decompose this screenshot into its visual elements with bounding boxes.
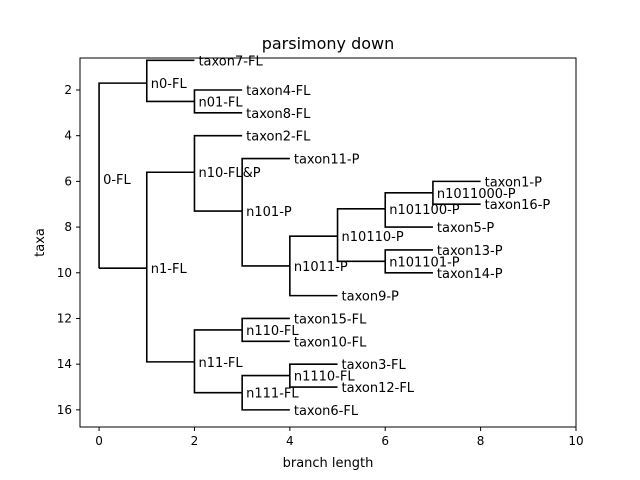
node-label-18: taxon1-P <box>485 175 543 190</box>
node-label-25: taxon15-FL <box>294 312 367 327</box>
tree-branch-27 <box>241 392 290 411</box>
x-tick-label-2: 4 <box>286 434 294 448</box>
node-label-10: n101-P <box>246 205 292 220</box>
tree-branch-16 <box>384 192 433 209</box>
tree-branch-28 <box>289 363 338 376</box>
tree-branch-5 <box>193 101 243 114</box>
tree-branch-9 <box>193 172 243 212</box>
tree-branch-8 <box>193 134 243 173</box>
tree-branch-14 <box>336 207 386 237</box>
node-label-5: taxon4-FL <box>246 84 311 99</box>
node-label-19: taxon16-P <box>485 198 551 213</box>
tree-branch-24 <box>241 317 290 330</box>
node-label-20: taxon5-P <box>437 221 495 236</box>
node-label-30: taxon12-FL <box>342 381 415 396</box>
node-label-3: taxon7-FL <box>198 54 263 69</box>
tree-branch-11 <box>241 211 290 267</box>
y-tick-label-0: 2 <box>64 83 72 97</box>
node-label-22: taxon14-P <box>437 267 503 282</box>
node-label-21: taxon13-P <box>437 244 503 259</box>
y-axis-label: taxa <box>33 228 48 257</box>
node-label-16: n101101-P <box>389 255 460 270</box>
node-label-7: n10-FL&P <box>198 166 260 181</box>
node-label-26: taxon10-FL <box>294 335 367 350</box>
node-label-15: n101100-P <box>389 203 460 218</box>
node-label-4: n01-FL <box>198 95 243 110</box>
x-tick-label-3: 6 <box>381 434 389 448</box>
node-label-28: taxon6-FL <box>294 404 359 419</box>
x-tick-label-5: 10 <box>568 434 583 448</box>
node-label-13: taxon9-P <box>342 290 400 305</box>
y-tick-label-7: 16 <box>57 403 72 417</box>
tree-branch-18 <box>432 180 481 193</box>
chart-title: parsimony down <box>262 34 395 53</box>
tree-branch-10 <box>241 157 290 212</box>
tree-branch-3 <box>145 83 195 103</box>
node-label-6: taxon8-FL <box>246 107 311 122</box>
tree-branch-21 <box>384 261 433 274</box>
x-tick-label-4: 8 <box>477 434 485 448</box>
tree-branch-2 <box>145 59 195 84</box>
node-label-14: n10110-P <box>342 230 404 245</box>
tree-branch-4 <box>193 89 243 102</box>
node-label-1: n0-FL <box>151 77 188 92</box>
tree-branches <box>98 59 481 411</box>
node-label-0: 0-FL <box>103 173 131 188</box>
x-axis-ticks: 0 2 4 6 8 10 <box>95 427 584 448</box>
node-label-17: n1011000-P <box>437 187 516 202</box>
node-label-9: taxon2-FL <box>246 130 311 145</box>
y-tick-label-3: 8 <box>64 220 72 234</box>
tree-branch-0 <box>98 82 147 269</box>
tree-branch-20 <box>384 249 433 262</box>
node-label-29: taxon3-FL <box>342 358 407 373</box>
plot-frame <box>79 57 577 428</box>
x-axis-label: branch length <box>283 456 374 471</box>
node-label-11: taxon11-P <box>294 153 360 168</box>
y-tick-label-5: 12 <box>57 311 72 325</box>
tree-branch-25 <box>241 329 290 343</box>
y-tick-label-4: 10 <box>57 266 72 280</box>
x-tick-label-1: 2 <box>191 434 199 448</box>
y-axis-ticks: 2 4 6 8 10 12 14 16 <box>57 83 80 417</box>
tree-branch-12 <box>289 235 338 266</box>
node-label-24: n111-FL <box>246 387 299 402</box>
tree-branch-29 <box>289 375 338 388</box>
node-label-12: n1011-P <box>294 260 348 275</box>
tree-branch-17 <box>384 208 433 228</box>
tree-branch-15 <box>336 236 386 263</box>
tree-branch-26 <box>241 374 290 393</box>
tree-branch-7 <box>145 268 195 363</box>
y-tick-label-6: 14 <box>57 357 72 371</box>
node-label-27: n1110-FL <box>294 370 355 385</box>
tree-branch-19 <box>432 192 481 206</box>
node-label-23: n110-FL <box>246 324 299 339</box>
tree-branch-13 <box>289 265 338 297</box>
y-tick-label-2: 6 <box>64 174 72 188</box>
x-tick-label-0: 0 <box>95 434 103 448</box>
y-tick-label-1: 4 <box>64 129 72 143</box>
tree-branch-22 <box>193 329 243 362</box>
node-label-2: n1-FL <box>151 262 188 277</box>
tree-branch-6 <box>145 171 195 269</box>
node-label-8: n11-FL <box>198 356 243 371</box>
tree-branch-23 <box>193 361 243 394</box>
